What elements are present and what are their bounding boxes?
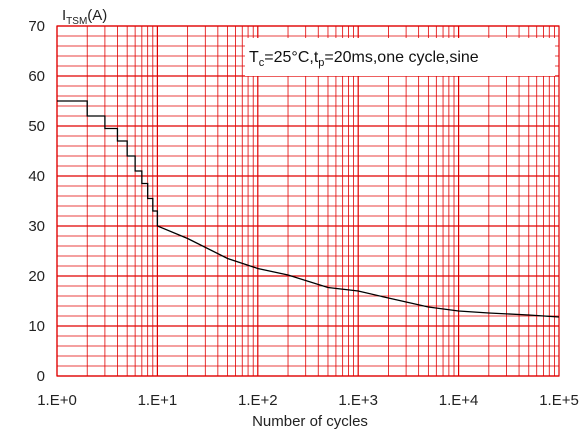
annotation-box <box>245 38 555 76</box>
y-tick-label: 50 <box>28 118 45 135</box>
x-tick-label: 1.E+1 <box>138 392 178 409</box>
y-tick-label: 20 <box>28 268 45 285</box>
y-tick-label: 70 <box>28 18 45 35</box>
y-tick-label: 30 <box>28 218 45 235</box>
x-tick-labels: 1.E+0 1.E+1 1.E+2 1.E+3 1.E+4 1.E+5 <box>37 392 579 409</box>
annotation-tc-subscript: c <box>259 57 265 69</box>
y-axis-title-unit: (A) <box>87 7 107 24</box>
series-line <box>57 100 560 318</box>
y-axis-title-subscript: TSM <box>66 16 87 27</box>
x-axis-title: Number of cycles <box>252 413 368 430</box>
annotation-tail: =20ms,one cycle,sine <box>324 49 478 66</box>
plot-frame <box>56 25 560 377</box>
y-axis-title: ITSM(A) <box>62 7 107 27</box>
x-tick-label: 1.E+2 <box>238 392 278 409</box>
y-tick-label: 10 <box>28 318 45 335</box>
condition-annotation: Tc=25°C,tp=20ms,one cycle,sine <box>249 49 479 69</box>
y-tick-label: 60 <box>28 68 45 85</box>
y-tick-labels: 0 10 20 30 40 50 60 70 <box>28 18 45 385</box>
annotation-tc: T <box>249 49 259 66</box>
x-tick-label: 1.E+3 <box>338 392 378 409</box>
y-tick-label: 0 <box>37 368 45 385</box>
y-tick-label: 40 <box>28 168 45 185</box>
x-tick-label: 1.E+5 <box>539 392 579 409</box>
y-axis-title-main: I <box>62 7 66 24</box>
x-tick-label: 1.E+4 <box>439 392 479 409</box>
annotation-tp-subscript: p <box>318 57 324 69</box>
data-layer <box>57 100 560 318</box>
annotation-mid: =25°C,t <box>264 49 319 66</box>
x-tick-label: 1.E+0 <box>37 392 77 409</box>
